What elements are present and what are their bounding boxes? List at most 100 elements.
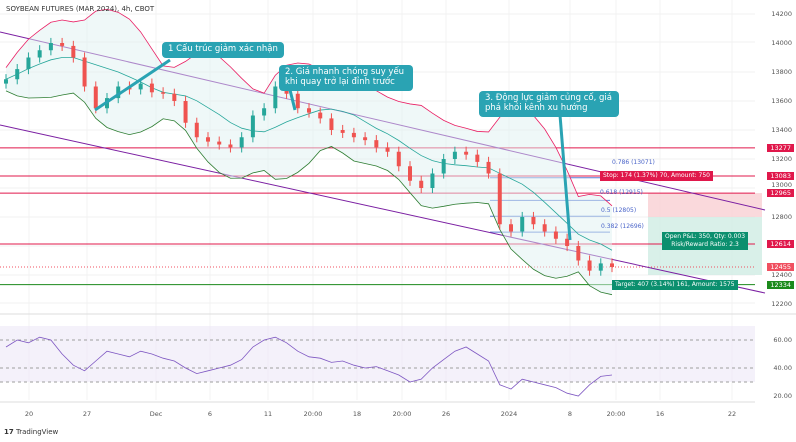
level-tag: 13277 [767, 143, 794, 152]
candle-body [363, 137, 368, 141]
candle-body [497, 173, 502, 225]
candle-body [48, 43, 53, 51]
price-tick: 12200 [771, 300, 792, 308]
candle-body [587, 260, 592, 271]
fib-0382: 0.382 (12696) [601, 223, 644, 230]
bollinger-lower [5, 90, 613, 296]
price-tick: 12400 [771, 271, 792, 279]
candle-body [250, 115, 255, 138]
candle-body [116, 86, 121, 99]
candle-body [475, 154, 480, 162]
level-tag: 12614 [767, 239, 794, 248]
price-tick: 13400 [771, 126, 792, 134]
callout-3: 3. Động lực giảm củng cố, giá phá khỏi k… [479, 91, 619, 117]
callout-2: 2. Giá nhanh chóng suy yếu khi quay trở … [279, 65, 413, 91]
candle-body [82, 57, 87, 87]
time-tick: Dec [149, 410, 163, 418]
candle-body [183, 101, 188, 123]
symbol-title: SOYBEAN FUTURES (MAR 2024), 4h, CBOT [6, 5, 155, 13]
level-tag: 13083 [767, 171, 794, 180]
candle-body [486, 161, 491, 174]
bollinger-fill [6, 9, 612, 295]
candle-body [374, 140, 379, 148]
candle-body [307, 108, 311, 113]
time-tick: 18 [352, 410, 362, 418]
time-tick: 11 [263, 410, 273, 418]
candle-body [239, 137, 244, 148]
callout-pointer [288, 89, 297, 111]
candle-body [149, 83, 154, 93]
candle-body [71, 45, 76, 58]
price-tick: 14000 [771, 39, 792, 47]
candle-body [542, 224, 547, 232]
candle-body [396, 151, 401, 167]
candle-body [318, 112, 323, 119]
candle-body [452, 151, 457, 159]
tradingview-logo[interactable]: 𝟭𝟳 TradingView [4, 428, 59, 436]
candle-body [262, 108, 267, 116]
candle-body [565, 238, 570, 246]
candle-body [37, 50, 42, 58]
candle-body [520, 217, 525, 232]
candle-body [295, 93, 300, 109]
candle-body [138, 83, 143, 90]
price-tick: 13800 [771, 68, 792, 76]
candle-body [161, 92, 166, 94]
candle-body [531, 217, 536, 225]
candle-body [553, 231, 558, 239]
pnl-text: Open P&L: 350, Qty: 0.003 [665, 233, 746, 240]
candle-body [340, 130, 345, 133]
target-label: Target: 407 (3.14%) 161, Amount: 1575 [612, 280, 738, 290]
candle-body [172, 93, 177, 101]
candle-body [60, 43, 65, 46]
candle-body [464, 151, 469, 155]
candle-body [217, 141, 222, 145]
rr-text: Risk/Reward Ratio: 2.3 [671, 241, 739, 248]
rsi-tick: 40.00 [773, 364, 792, 372]
candle-body [15, 69, 20, 80]
time-tick: 26 [441, 410, 451, 418]
time-tick: 2024 [500, 410, 518, 418]
channel-lower [0, 124, 766, 294]
callout-1: 1 Cấu trúc giảm xác nhận [162, 42, 284, 58]
candle-body [430, 173, 435, 188]
rsi-band [0, 326, 755, 382]
price-tick: 12800 [771, 213, 792, 221]
price-tick: 14200 [771, 10, 792, 18]
fib-0618: 0.618 (12915) [600, 189, 643, 196]
stop-label: Stop: 174 (1.37%) 70, Amount: 750 [600, 171, 713, 181]
time-tick: 6 [207, 410, 213, 418]
level-tag: 12455 [767, 263, 794, 272]
price-tick: 13200 [771, 155, 792, 163]
brand-name: TradingView [15, 428, 59, 436]
time-tick: 16 [655, 410, 665, 418]
time-tick: 22 [727, 410, 737, 418]
fib-05: 0.5 (12805) [601, 207, 637, 214]
candle-body [273, 86, 278, 109]
time-tick: 20:00 [606, 410, 626, 418]
stop-zone [648, 193, 762, 217]
candle-body [351, 132, 356, 138]
time-tick: 20 [24, 410, 34, 418]
rsi-tick: 20.00 [773, 392, 792, 400]
time-tick: 8 [567, 410, 573, 418]
time-tick: 27 [82, 410, 92, 418]
price-tick: 13000 [771, 180, 792, 189]
level-tag: 12965 [767, 189, 794, 198]
candle-body [194, 122, 199, 138]
candle-body [206, 137, 210, 142]
candle-body [385, 147, 390, 152]
candle-body [419, 180, 424, 188]
candle-body [329, 118, 334, 130]
time-tick: 20:00 [392, 410, 412, 418]
candle-body [26, 57, 31, 70]
rsi-line [5, 336, 613, 397]
candle-body [576, 246, 581, 261]
level-tag: 12334 [767, 280, 794, 289]
candle-body [598, 263, 603, 271]
candle-body [408, 166, 412, 181]
candle-body [441, 159, 446, 174]
pnl-label: Open P&L: 350, Qty: 0.003 Risk/Reward Ra… [662, 232, 749, 250]
